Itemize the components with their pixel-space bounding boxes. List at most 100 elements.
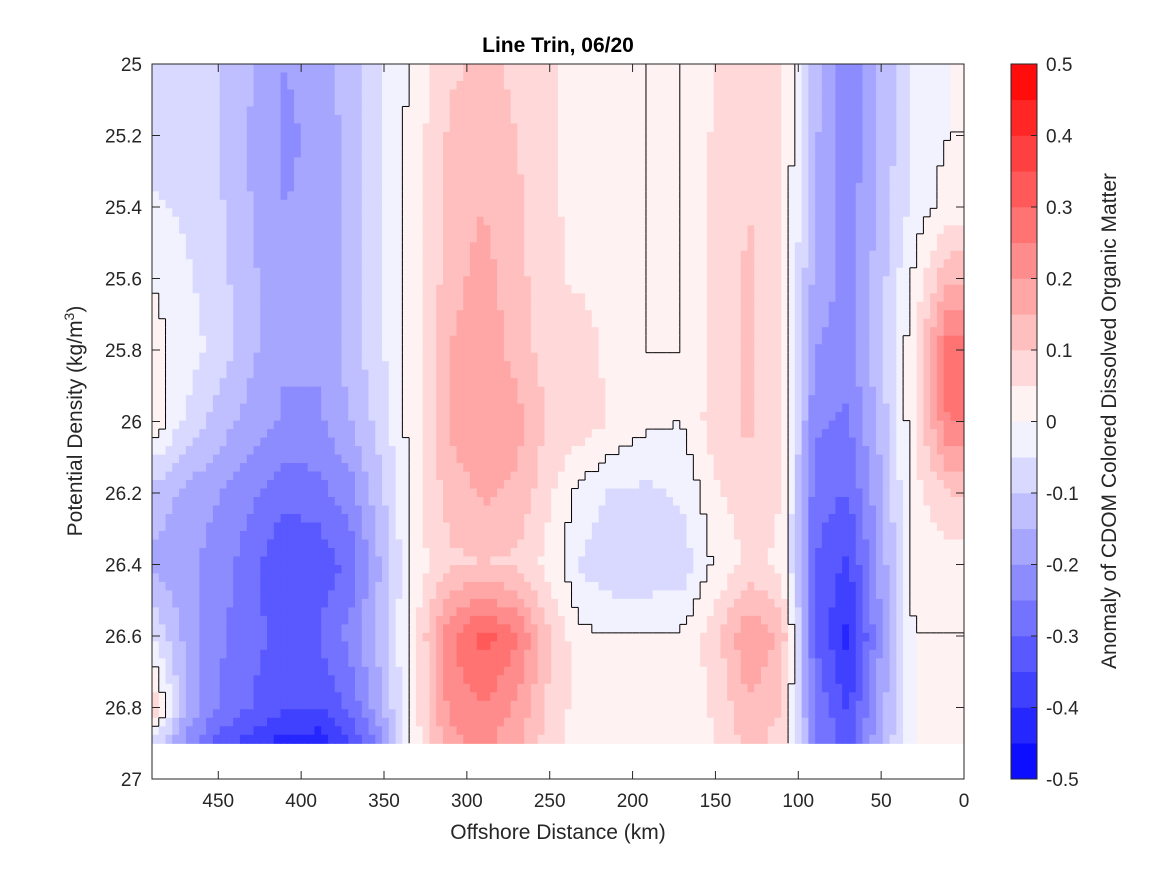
contour-cell: [713, 114, 721, 125]
contour-cell: [733, 284, 742, 294]
contour-cell: [673, 182, 681, 192]
contour-cell: [294, 182, 302, 192]
contour-cell: [219, 327, 228, 337]
contour-cell: [686, 352, 694, 362]
contour-cell: [510, 259, 518, 269]
contour-cell: [808, 327, 816, 337]
contour-cell: [294, 80, 302, 91]
contour-cell: [889, 344, 897, 354]
contour-cell: [348, 191, 356, 201]
contour-cell: [788, 191, 796, 201]
contour-cell: [172, 293, 180, 303]
contour-cell: [578, 106, 586, 116]
contour-cell: [497, 267, 505, 277]
contour-cell: [855, 310, 864, 320]
contour-cell: [517, 395, 525, 405]
contour-cell: [395, 378, 403, 388]
contour-cell: [165, 72, 173, 82]
contour-cell: [605, 174, 613, 184]
contour-cell: [463, 386, 471, 396]
contour-cell: [429, 225, 437, 235]
contour-cell: [781, 131, 789, 142]
contour-cell: [307, 191, 315, 201]
contour-cell: [158, 114, 167, 125]
contour-cell: [605, 97, 613, 108]
contour-cell: [794, 395, 803, 405]
contour-cell: [334, 233, 343, 243]
contour-cell: [267, 165, 275, 175]
contour-cell: [848, 208, 857, 218]
contour-cell: [801, 310, 809, 320]
contour-cell: [524, 327, 532, 337]
contour-cell: [673, 284, 681, 294]
contour-cell: [781, 89, 789, 99]
contour-cell: [470, 182, 478, 192]
contour-cell: [422, 250, 431, 260]
contour-cell: [307, 199, 315, 209]
contour-cell: [341, 225, 349, 235]
contour-cell: [815, 327, 823, 337]
contour-cell: [192, 318, 200, 328]
contour-cell: [713, 318, 721, 328]
contour-cell: [341, 64, 349, 74]
contour-cell: [957, 191, 964, 201]
contour-cell: [449, 97, 458, 108]
contour-cell: [152, 403, 160, 413]
contour-cell: [781, 395, 789, 405]
contour-cell: [889, 225, 897, 235]
contour-cell: [551, 225, 559, 235]
contour-cell: [835, 327, 843, 337]
contour-cell: [585, 369, 593, 379]
contour-cell: [341, 72, 349, 82]
contour-cell: [950, 123, 958, 133]
contour-cell: [936, 327, 945, 337]
contour-cell: [558, 123, 566, 133]
contour-cell: [368, 293, 376, 303]
contour-cell: [497, 386, 505, 396]
contour-cell: [233, 80, 241, 91]
contour-cell: [260, 395, 268, 405]
contour-cell: [612, 250, 620, 260]
contour-cell: [943, 352, 952, 362]
contour-cell: [896, 140, 904, 150]
contour-cell: [463, 412, 471, 422]
contour-cell: [524, 106, 532, 116]
contour-cell: [869, 106, 877, 116]
contour-cell: [402, 199, 410, 209]
contour-cell: [564, 267, 573, 277]
contour-cell: [158, 182, 167, 192]
contour-cell: [632, 80, 640, 91]
contour-cell: [936, 361, 945, 371]
contour-cell: [727, 114, 735, 125]
contour-cell: [429, 80, 437, 91]
contour-cell: [639, 131, 647, 142]
contour-cell: [436, 344, 444, 354]
contour-cell: [686, 378, 694, 388]
contour-cell: [334, 131, 343, 142]
contour-cell: [158, 361, 167, 371]
contour-cell: [930, 148, 938, 158]
contour-cell: [781, 148, 789, 158]
contour-cell: [442, 106, 451, 116]
contour-cell: [605, 395, 613, 405]
contour-cell: [930, 165, 938, 175]
contour-cell: [348, 182, 356, 192]
contour-cell: [307, 225, 315, 235]
contour-cell: [233, 72, 241, 82]
contour-cell: [713, 361, 721, 371]
contour-cell: [632, 361, 640, 371]
contour-cell: [943, 267, 952, 277]
contour-cell: [294, 97, 302, 108]
contour-cell: [192, 293, 200, 303]
contour-cell: [605, 259, 613, 269]
contour-cell: [706, 80, 715, 91]
contour-cell: [395, 140, 403, 150]
contour-cell: [842, 259, 850, 269]
contour-cell: [720, 208, 728, 218]
contour-cell: [470, 344, 478, 354]
contour-cell: [781, 386, 789, 396]
contour-cell: [855, 114, 864, 125]
contour-cell: [943, 114, 952, 125]
contour-cell: [206, 191, 214, 201]
contour-cell: [578, 352, 586, 362]
